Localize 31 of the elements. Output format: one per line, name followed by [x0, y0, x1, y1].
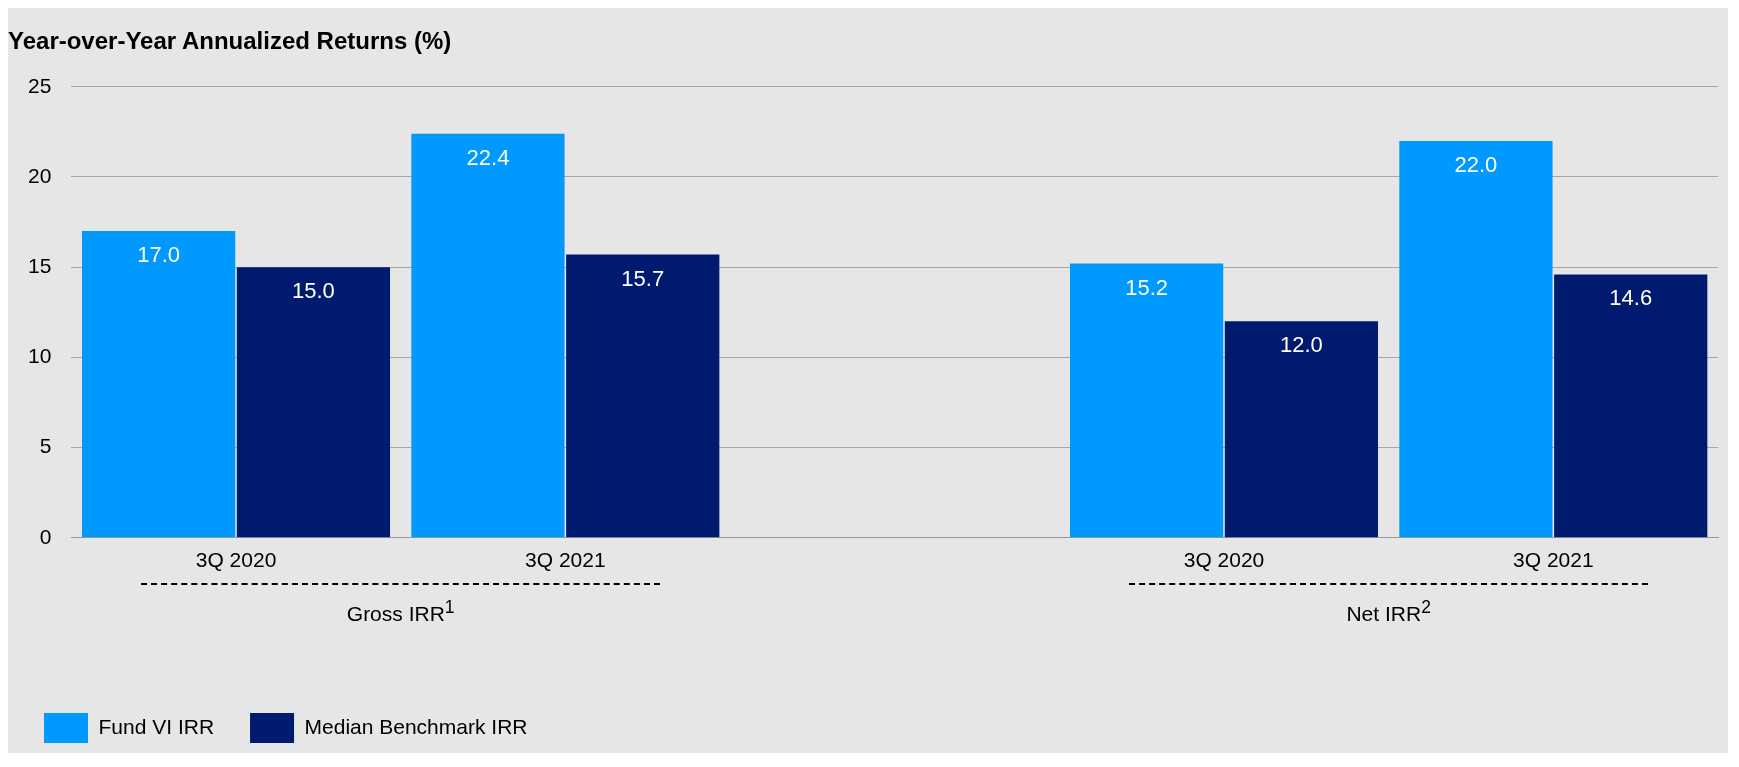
- y-tick-label: 10: [28, 344, 52, 368]
- legend-label: Median Benchmark IRR: [304, 714, 528, 738]
- text: Net IRR$^{2}$: [1345, 596, 1432, 626]
- bar: [411, 133, 565, 538]
- bar: [82, 231, 236, 538]
- bar: [566, 254, 720, 538]
- bar: [1399, 140, 1553, 538]
- y-tick-label: 20: [28, 163, 52, 187]
- y-tick-label: 5: [39, 434, 52, 458]
- y-tick-label: 25: [28, 73, 52, 97]
- legend-label: Fund VI IRR: [98, 714, 215, 738]
- data-label: 15.0: [292, 278, 335, 304]
- data-label: 14.6: [1609, 285, 1653, 311]
- y-tick-label: 0: [39, 524, 52, 548]
- x-tick-label: 3Q 2020: [1183, 548, 1265, 572]
- data-label: 22.4: [466, 144, 510, 170]
- data-label: 12.0: [1279, 332, 1323, 358]
- text: Gross IRR$^{1}$: [345, 596, 456, 626]
- bar: [1554, 274, 1708, 538]
- data-label: 15.2: [1125, 274, 1169, 300]
- data-label: 22.0: [1454, 151, 1498, 177]
- data-label: 15.7: [621, 265, 665, 291]
- x-tick-label: 3Q 2021: [1513, 548, 1594, 572]
- data-label: 17.0: [137, 242, 181, 268]
- bar: [236, 267, 391, 538]
- y-tick-label: 15: [28, 254, 52, 277]
- bar: [1070, 263, 1224, 538]
- bar: [1224, 321, 1379, 538]
- chart-title: Year-over-Year Annualized Returns (%): [8, 27, 452, 55]
- x-tick-label: 3Q 2020: [195, 548, 277, 572]
- x-tick-label: 3Q 2021: [525, 548, 606, 572]
